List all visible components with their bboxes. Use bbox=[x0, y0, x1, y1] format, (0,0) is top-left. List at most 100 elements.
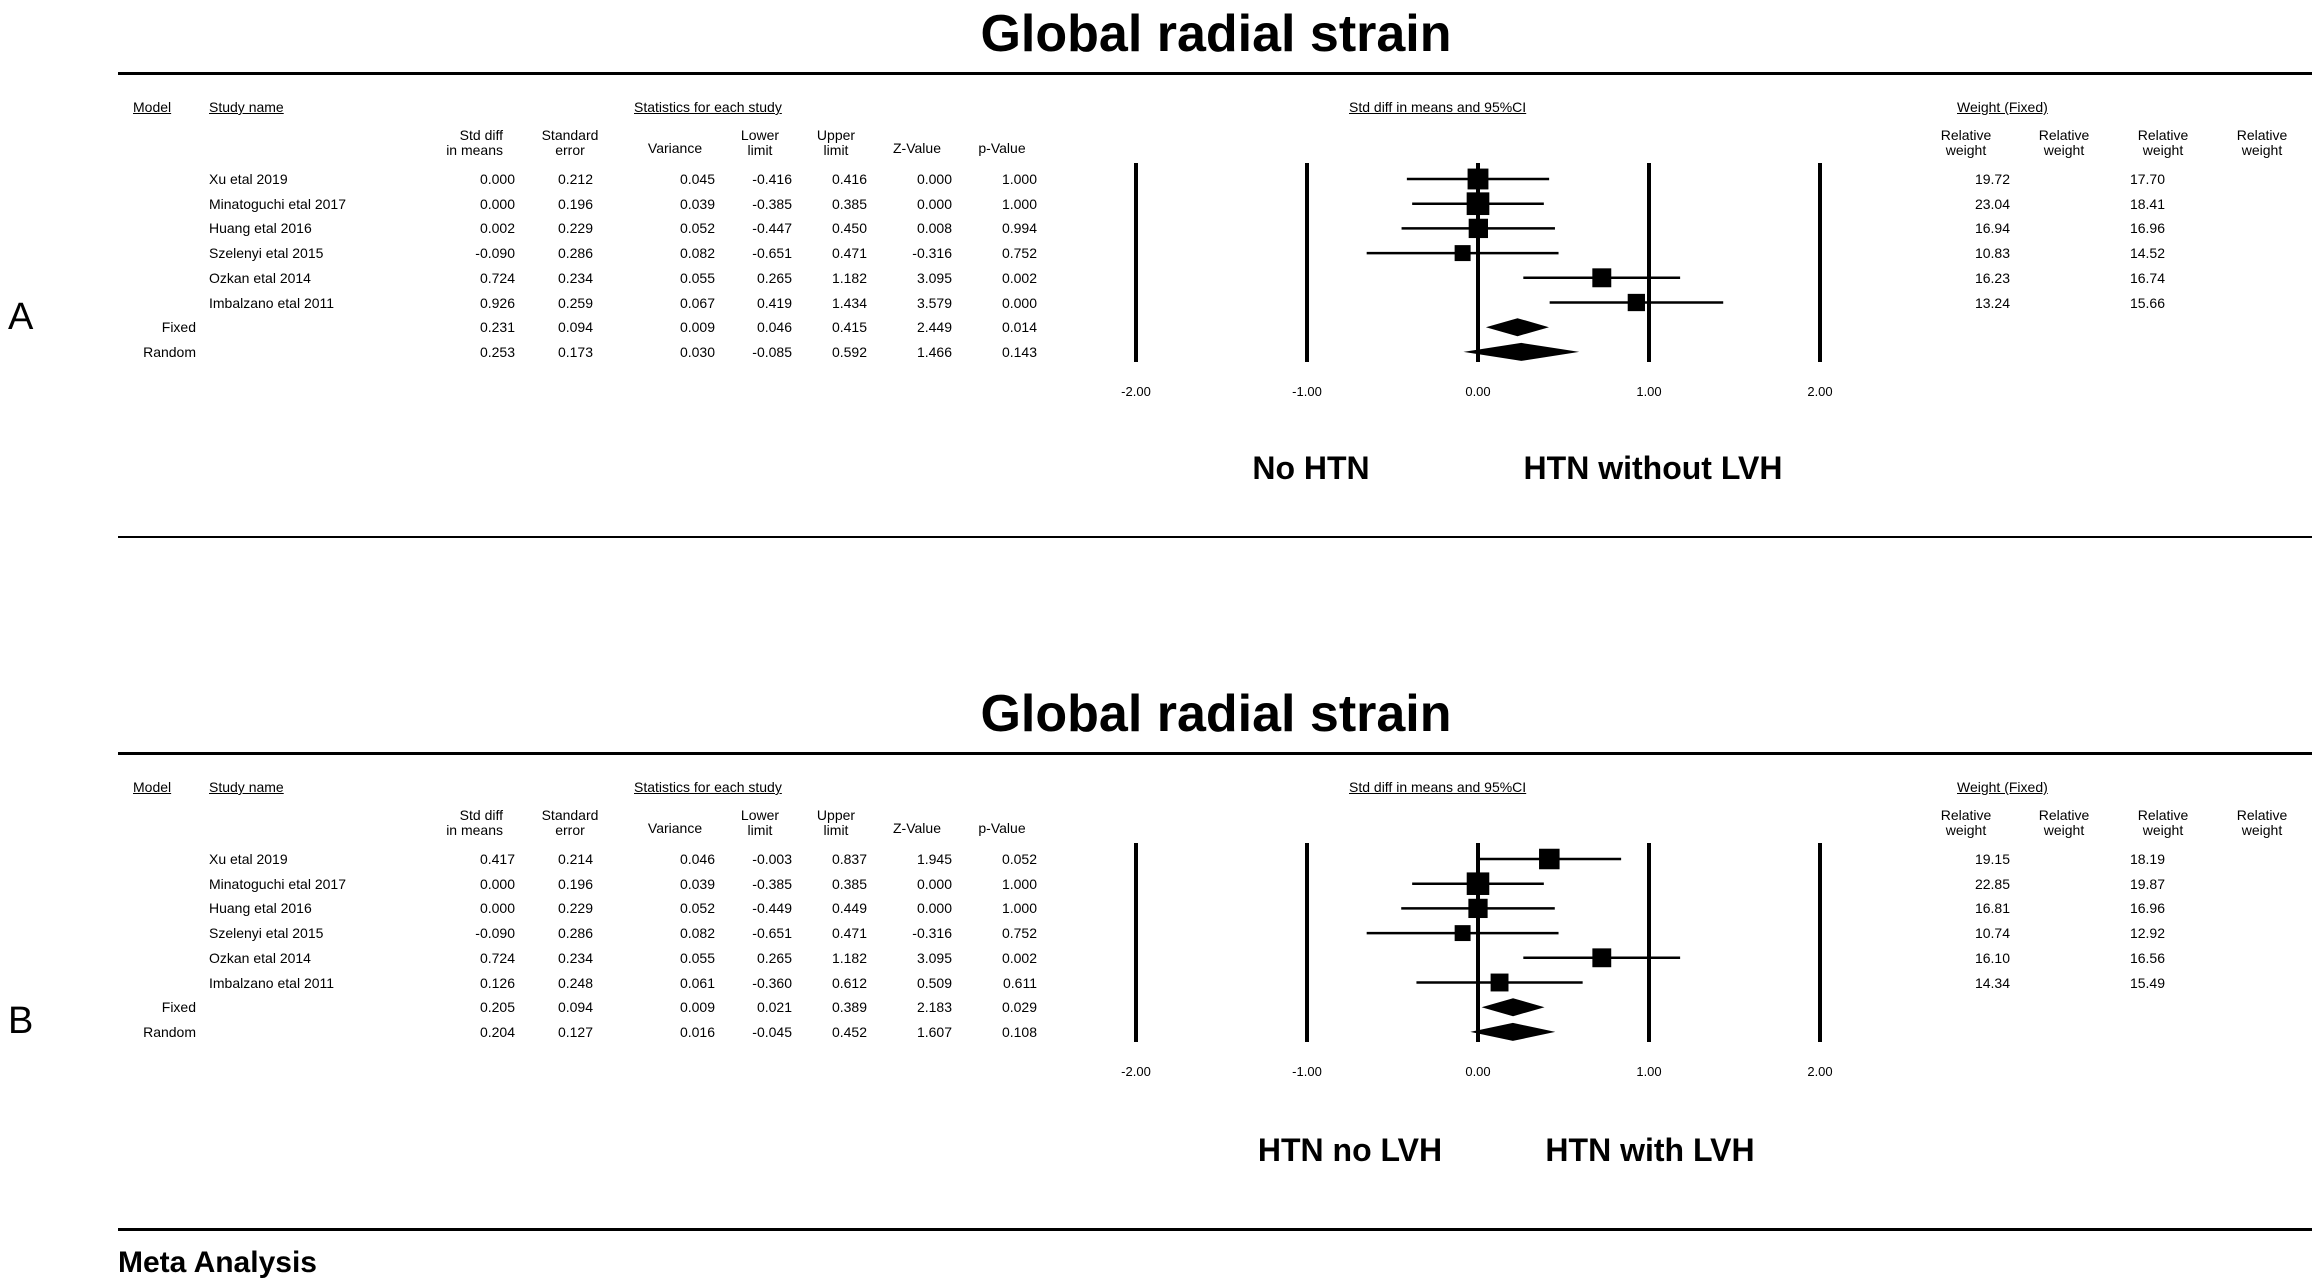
direction-left-label: HTN no LVH bbox=[1257, 1132, 1443, 1168]
w2-cell: 18.41 bbox=[2129, 195, 2165, 212]
variance-header: Variance bbox=[647, 820, 703, 836]
std-diff-cell: 0.724 bbox=[479, 949, 515, 966]
upper-cell: 0.449 bbox=[831, 900, 867, 917]
upper-cell: 1.434 bbox=[831, 294, 867, 311]
effect-square bbox=[1466, 872, 1490, 895]
std-diff-cell: 0.417 bbox=[479, 851, 515, 867]
std-diff-cell: 0.231 bbox=[479, 319, 515, 336]
model-header: Model bbox=[133, 779, 172, 795]
z-cell: 3.095 bbox=[916, 949, 952, 966]
p-cell: 0.002 bbox=[1001, 269, 1037, 286]
z-cell: 0.000 bbox=[916, 900, 952, 917]
w2-cell: 18.19 bbox=[2129, 851, 2165, 867]
study-name-cell: Ozkan etal 2014 bbox=[209, 949, 311, 966]
relative-weight-header-3: Relative weight bbox=[2137, 127, 2189, 158]
relative-weight-header-4: Relative weight bbox=[2236, 807, 2288, 838]
effect-square bbox=[1454, 925, 1471, 942]
panel-label: A bbox=[8, 296, 34, 338]
upper-cell: 0.612 bbox=[831, 974, 867, 991]
w1-cell: 16.94 bbox=[1974, 220, 2010, 237]
upper-cell: 0.471 bbox=[831, 245, 867, 262]
upper-cell: 0.385 bbox=[831, 875, 867, 892]
top-rule bbox=[118, 752, 2312, 755]
model-header: Model bbox=[133, 99, 172, 115]
lower-cell: -0.003 bbox=[752, 851, 792, 867]
variance-cell: 0.061 bbox=[679, 974, 715, 991]
lower-cell: -0.385 bbox=[752, 195, 792, 212]
variance-cell: 0.052 bbox=[679, 900, 715, 917]
direction-right-label: HTN without LVH bbox=[1523, 450, 1783, 486]
w1-cell: 10.74 bbox=[1974, 925, 2010, 942]
p-cell: 0.108 bbox=[1001, 1023, 1037, 1040]
lower-header: Lower limit bbox=[740, 127, 780, 158]
effect-square bbox=[1466, 192, 1490, 216]
variance-cell: 0.082 bbox=[679, 245, 715, 262]
variance-cell: 0.052 bbox=[679, 220, 715, 237]
se-cell: 0.212 bbox=[557, 171, 593, 187]
effect-square bbox=[1592, 268, 1612, 288]
study-name-cell: Imbalzano etal 2011 bbox=[209, 294, 335, 311]
variance-cell: 0.030 bbox=[679, 343, 715, 360]
se-cell: 0.286 bbox=[557, 925, 593, 942]
variance-header: Variance bbox=[647, 140, 703, 156]
z-cell: -0.316 bbox=[912, 245, 952, 262]
z-cell: 1.466 bbox=[916, 343, 952, 360]
variance-cell: 0.067 bbox=[679, 294, 715, 311]
z-cell: 2.183 bbox=[916, 999, 952, 1016]
z-cell: -0.316 bbox=[912, 925, 952, 942]
axis-tick-label: 0.00 bbox=[1465, 1064, 1491, 1079]
w1-cell: 22.85 bbox=[1974, 875, 2010, 892]
study-name-cell: Minatoguchi etal 2017 bbox=[209, 195, 346, 212]
upper-cell: 0.389 bbox=[831, 999, 867, 1016]
variance-cell: 0.045 bbox=[679, 171, 715, 187]
axis-tick-label: 1.00 bbox=[1636, 1064, 1662, 1079]
z-cell: 1.945 bbox=[916, 851, 952, 867]
w1-cell: 23.04 bbox=[1974, 195, 2010, 212]
se-cell: 0.173 bbox=[557, 343, 593, 360]
w2-cell: 14.52 bbox=[2129, 245, 2165, 262]
p-cell: 0.052 bbox=[1001, 851, 1037, 867]
panel-label: B bbox=[8, 1000, 34, 1042]
lower-cell: 0.265 bbox=[756, 269, 792, 286]
study-name-cell: Imbalzano etal 2011 bbox=[209, 974, 335, 991]
upper-cell: 0.416 bbox=[831, 171, 867, 187]
study-name-cell: Szelenyi etal 2015 bbox=[209, 245, 324, 262]
z-cell: 3.095 bbox=[916, 269, 952, 286]
variance-cell: 0.009 bbox=[679, 999, 715, 1016]
plot-group-header: Std diff in means and 95%CI bbox=[1349, 779, 1527, 795]
p-cell: 0.752 bbox=[1001, 245, 1037, 262]
effect-square bbox=[1467, 168, 1489, 190]
z-cell: 1.607 bbox=[916, 1023, 952, 1040]
relative-weight-header-2: Relative weight bbox=[2038, 807, 2090, 838]
variance-cell: 0.082 bbox=[679, 925, 715, 942]
se-cell: 0.259 bbox=[557, 294, 593, 311]
lower-cell: -0.651 bbox=[752, 245, 792, 262]
axis-tick-label: -2.00 bbox=[1121, 384, 1151, 399]
axis-tick-label: 1.00 bbox=[1636, 384, 1662, 399]
stats-group-header: Statistics for each study bbox=[634, 779, 782, 795]
effect-square bbox=[1454, 245, 1471, 262]
upper-cell: 0.415 bbox=[831, 319, 867, 336]
lower-header: Lower limit bbox=[740, 807, 780, 838]
w2-cell: 16.96 bbox=[2129, 900, 2165, 917]
direction-left-label: No HTN bbox=[1252, 450, 1370, 486]
lower-cell: -0.045 bbox=[752, 1023, 792, 1040]
se-cell: 0.248 bbox=[557, 974, 593, 991]
upper-cell: 1.182 bbox=[831, 949, 867, 966]
summary-diamond bbox=[1463, 342, 1580, 361]
std-diff-header: Std diff in means bbox=[446, 807, 503, 838]
study-header: Study name bbox=[209, 99, 284, 115]
p-cell: 0.143 bbox=[1001, 343, 1037, 360]
z-cell: 3.579 bbox=[916, 294, 952, 311]
p-cell: 0.994 bbox=[1001, 220, 1037, 237]
effect-square bbox=[1490, 973, 1509, 992]
se-cell: 0.234 bbox=[557, 269, 593, 286]
p-cell: 0.002 bbox=[1001, 949, 1037, 966]
variance-cell: 0.016 bbox=[679, 1023, 715, 1040]
std-diff-cell: 0.000 bbox=[479, 875, 515, 892]
w2-cell: 17.70 bbox=[2129, 171, 2165, 187]
se-cell: 0.094 bbox=[557, 999, 593, 1016]
panel-title: Global radial strain bbox=[980, 5, 1452, 63]
lower-cell: -0.385 bbox=[752, 875, 792, 892]
